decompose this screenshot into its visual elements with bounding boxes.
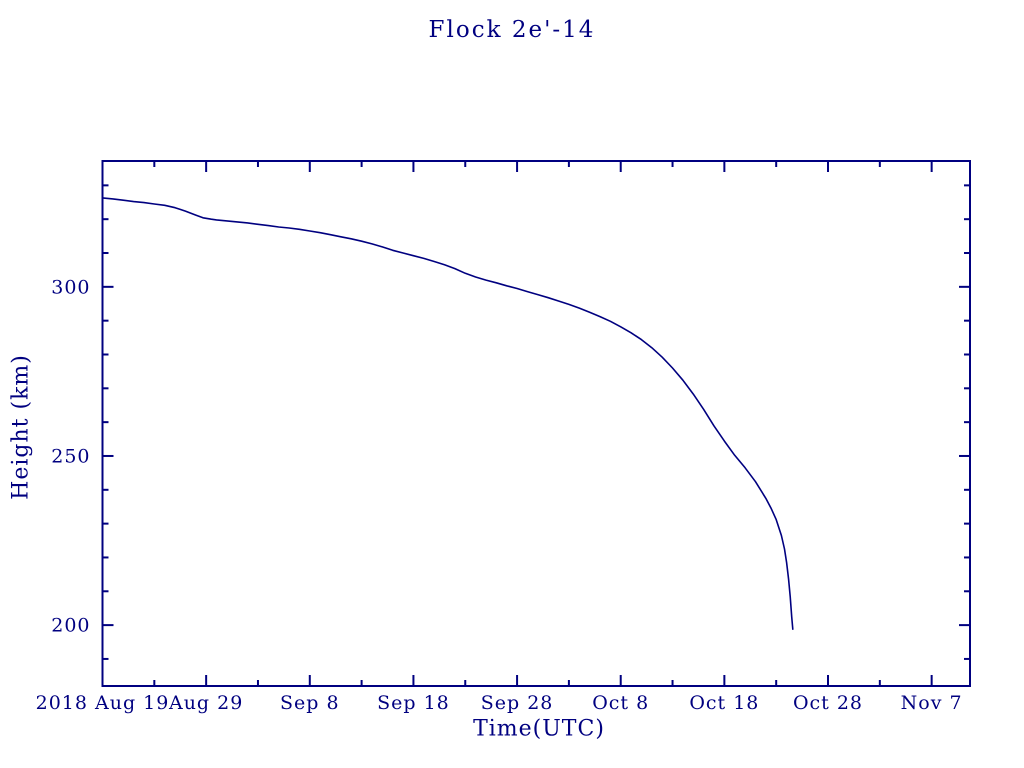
x-tick-label: Sep 28 [481,692,554,714]
y-axis-title: Height (km) [8,354,34,500]
x-axis-title: Time(UTC) [473,716,605,742]
x-tick-label: Sep 18 [377,692,450,714]
decay-curve [101,197,794,631]
y-tick-label: 200 [51,615,90,637]
x-tick-label: Aug 29 [168,692,243,714]
x-tick-label: 2018 Aug 19 [36,692,170,714]
x-tick-label: Sep 8 [280,692,340,714]
chart-title: Flock 2e'-14 [428,17,596,43]
y-tick-label: 300 [51,276,90,298]
y-tick-label: 250 [51,445,90,467]
x-tick-label: Oct 18 [689,692,759,714]
x-tick-label: Oct 28 [793,692,863,714]
x-tick-label: Nov 7 [901,692,963,714]
plot-box [101,160,971,687]
x-tick-label: Oct 8 [592,692,649,714]
